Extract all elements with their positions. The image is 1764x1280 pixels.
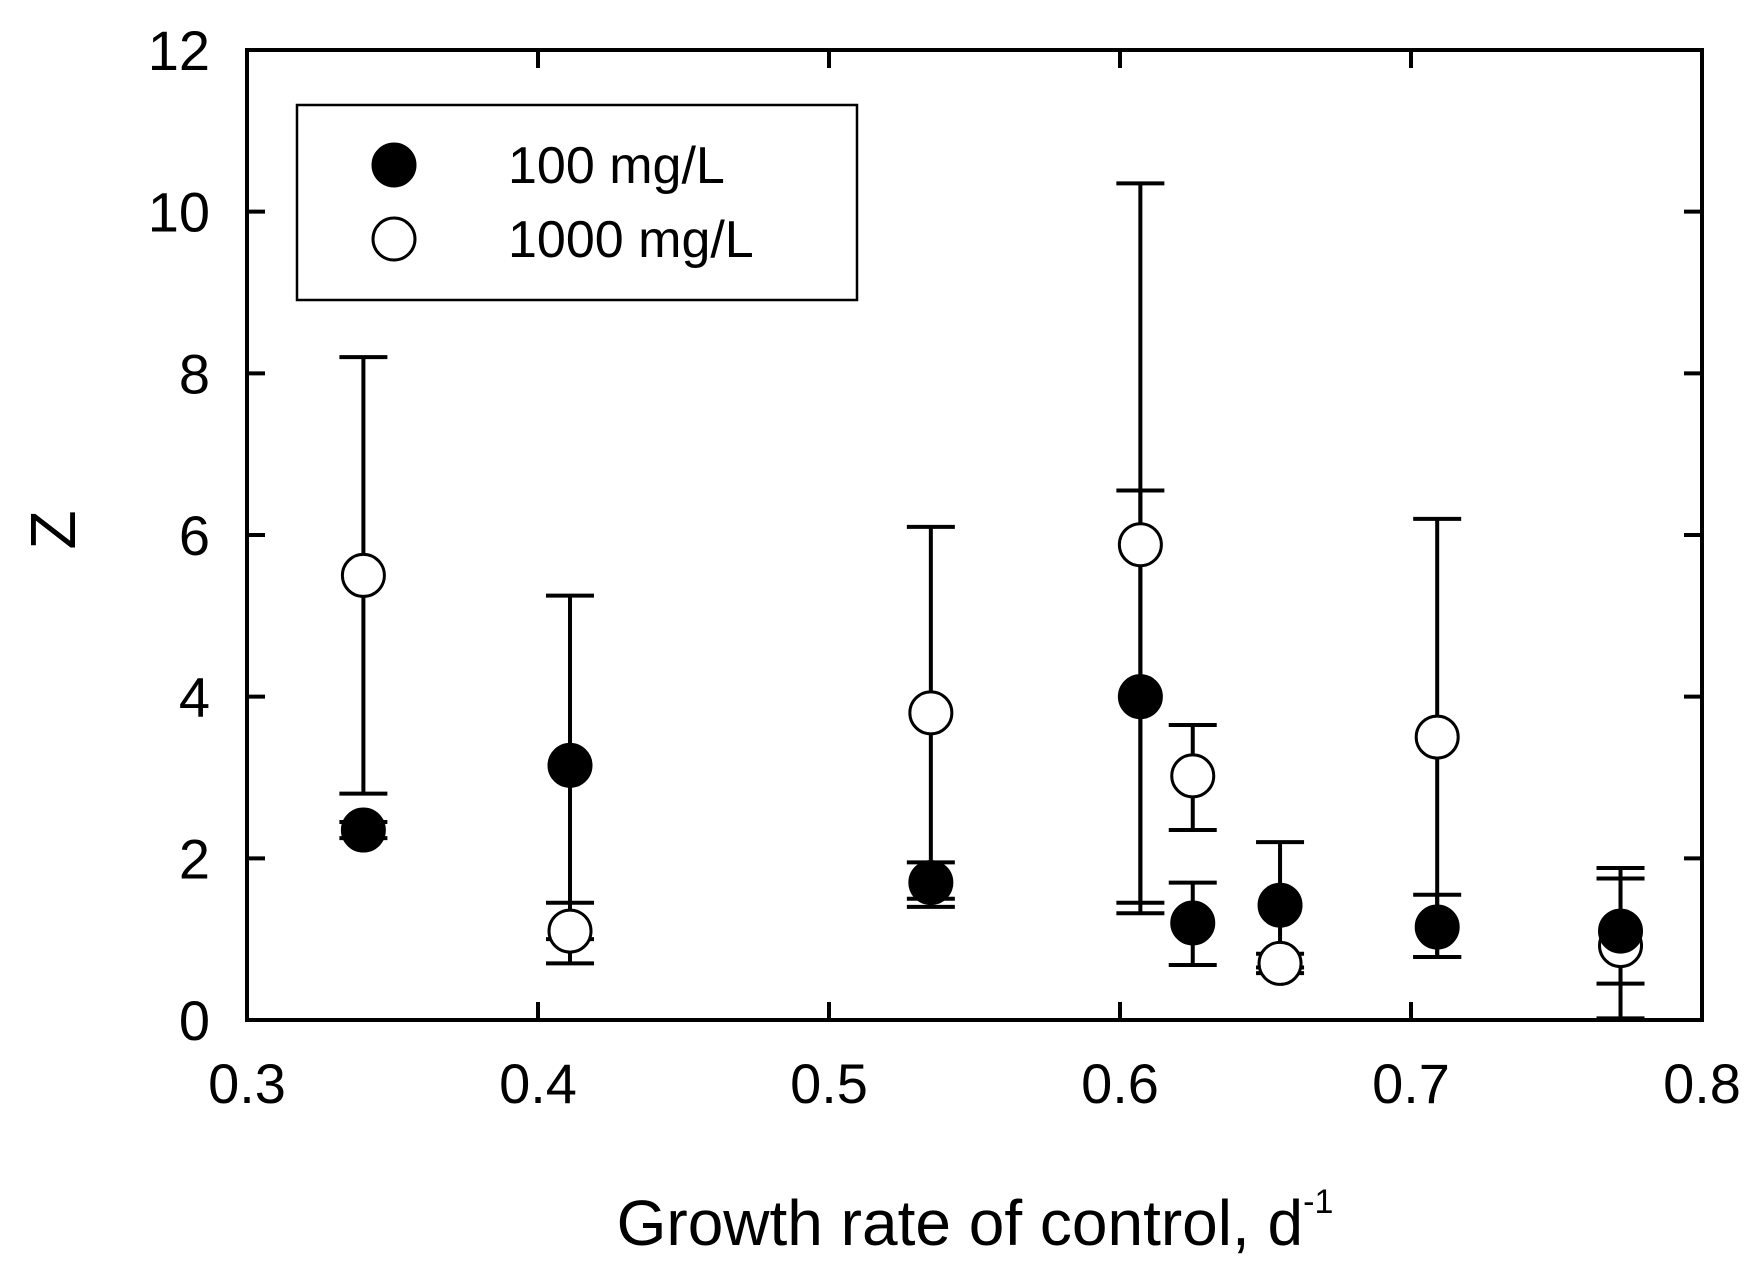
y-tick-label: 8 (179, 342, 210, 405)
data-point-100mgL (1170, 900, 1216, 946)
y-axis-label: Z (17, 510, 89, 549)
data-point-1000mgL (340, 552, 386, 598)
data-point-100mgL (1414, 904, 1460, 950)
x-tick-label: 0.7 (1372, 1052, 1450, 1115)
legend-marker-open-circle (371, 216, 417, 262)
data-point-1000mgL (908, 690, 954, 736)
y-tick-label: 2 (179, 827, 210, 890)
data-markers (340, 522, 1644, 986)
data-point-100mgL (1598, 908, 1644, 954)
x-tick-label: 0.4 (499, 1052, 577, 1115)
data-point-1000mgL (1170, 753, 1216, 799)
data-point-100mgL (908, 860, 954, 906)
x-axis-label: Growth rate of control, d-1 (617, 1183, 1334, 1259)
x-tick-label: 0.5 (790, 1052, 868, 1115)
y-tick-label: 0 (179, 989, 210, 1052)
data-point-1000mgL (1257, 940, 1303, 986)
data-point-100mgL (1117, 674, 1163, 720)
y-tick-label: 6 (179, 504, 210, 567)
data-point-100mgL (340, 807, 386, 853)
data-point-1000mgL (1117, 522, 1163, 568)
legend-label-series-2: 1000 mg/L (508, 211, 754, 269)
legend-marker-filled-circle (371, 142, 417, 188)
x-axis-label-text: Growth rate of control, d (617, 1187, 1304, 1259)
axis-tick-labels: 0.3 0.4 0.5 0.6 0.7 0.8 0 2 4 6 8 10 12 (148, 19, 1741, 1115)
x-tick-label: 0.8 (1663, 1052, 1741, 1115)
legend: 100 mg/L 1000 mg/L (295, 103, 859, 302)
x-tick-label: 0.6 (1081, 1052, 1159, 1115)
data-point-1000mgL (547, 908, 593, 954)
y-tick-label: 12 (148, 19, 210, 82)
x-axis-label-superscript: -1 (1303, 1183, 1333, 1221)
axis-ticks (245, 48, 1704, 1022)
y-tick-label: 4 (179, 666, 210, 729)
legend-box (295, 103, 859, 302)
data-point-1000mgL (1414, 714, 1460, 760)
y-tick-label: 10 (148, 181, 210, 244)
x-tick-label: 0.3 (208, 1052, 286, 1115)
data-point-100mgL (547, 742, 593, 788)
data-point-100mgL (1257, 882, 1303, 928)
legend-label-series-1: 100 mg/L (508, 137, 725, 195)
